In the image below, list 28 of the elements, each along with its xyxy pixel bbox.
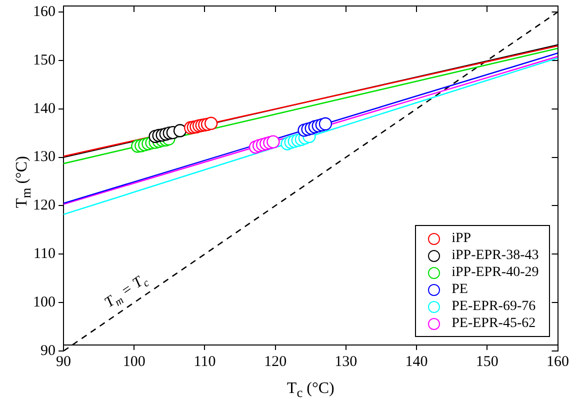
x-tick-label: 120 [264, 354, 287, 370]
x-tick-label: 130 [334, 354, 358, 370]
legend-label: iPP-EPR-38-43 [452, 247, 539, 264]
legend-label: PE-EPR-45-62 [452, 315, 536, 332]
x-tick-label: 140 [405, 354, 428, 370]
point [266, 135, 280, 148]
x-tick-label: 110 [194, 354, 216, 370]
x-tick-label: 160 [546, 354, 569, 370]
legend-label: iPP-EPR-40-29 [452, 264, 539, 281]
y-tick-label: 160 [33, 4, 56, 20]
y-tick-label: 140 [33, 100, 56, 117]
x-tick-label: 90 [56, 354, 71, 370]
legend-label: iPP [452, 230, 472, 247]
y-tick-label: 120 [33, 198, 56, 214]
legend-label: PE [452, 281, 468, 298]
x-tick-label: 150 [476, 354, 498, 370]
y-tick-label: 150 [33, 52, 56, 68]
point [204, 116, 218, 130]
y-tick-label: 90 [40, 342, 56, 359]
annotation: Tm = Tc [102, 273, 152, 312]
legend-label: PE-EPR-69-76 [452, 298, 536, 315]
x-tick-label: 100 [122, 354, 146, 370]
y-tick-label: 110 [34, 246, 56, 262]
point [318, 117, 332, 130]
y-tick-label: 100 [33, 294, 56, 311]
point [173, 124, 187, 138]
x-axis-title: T$_{c}$ (°C) [286, 380, 336, 402]
y-tick-label: 130 [33, 149, 56, 166]
